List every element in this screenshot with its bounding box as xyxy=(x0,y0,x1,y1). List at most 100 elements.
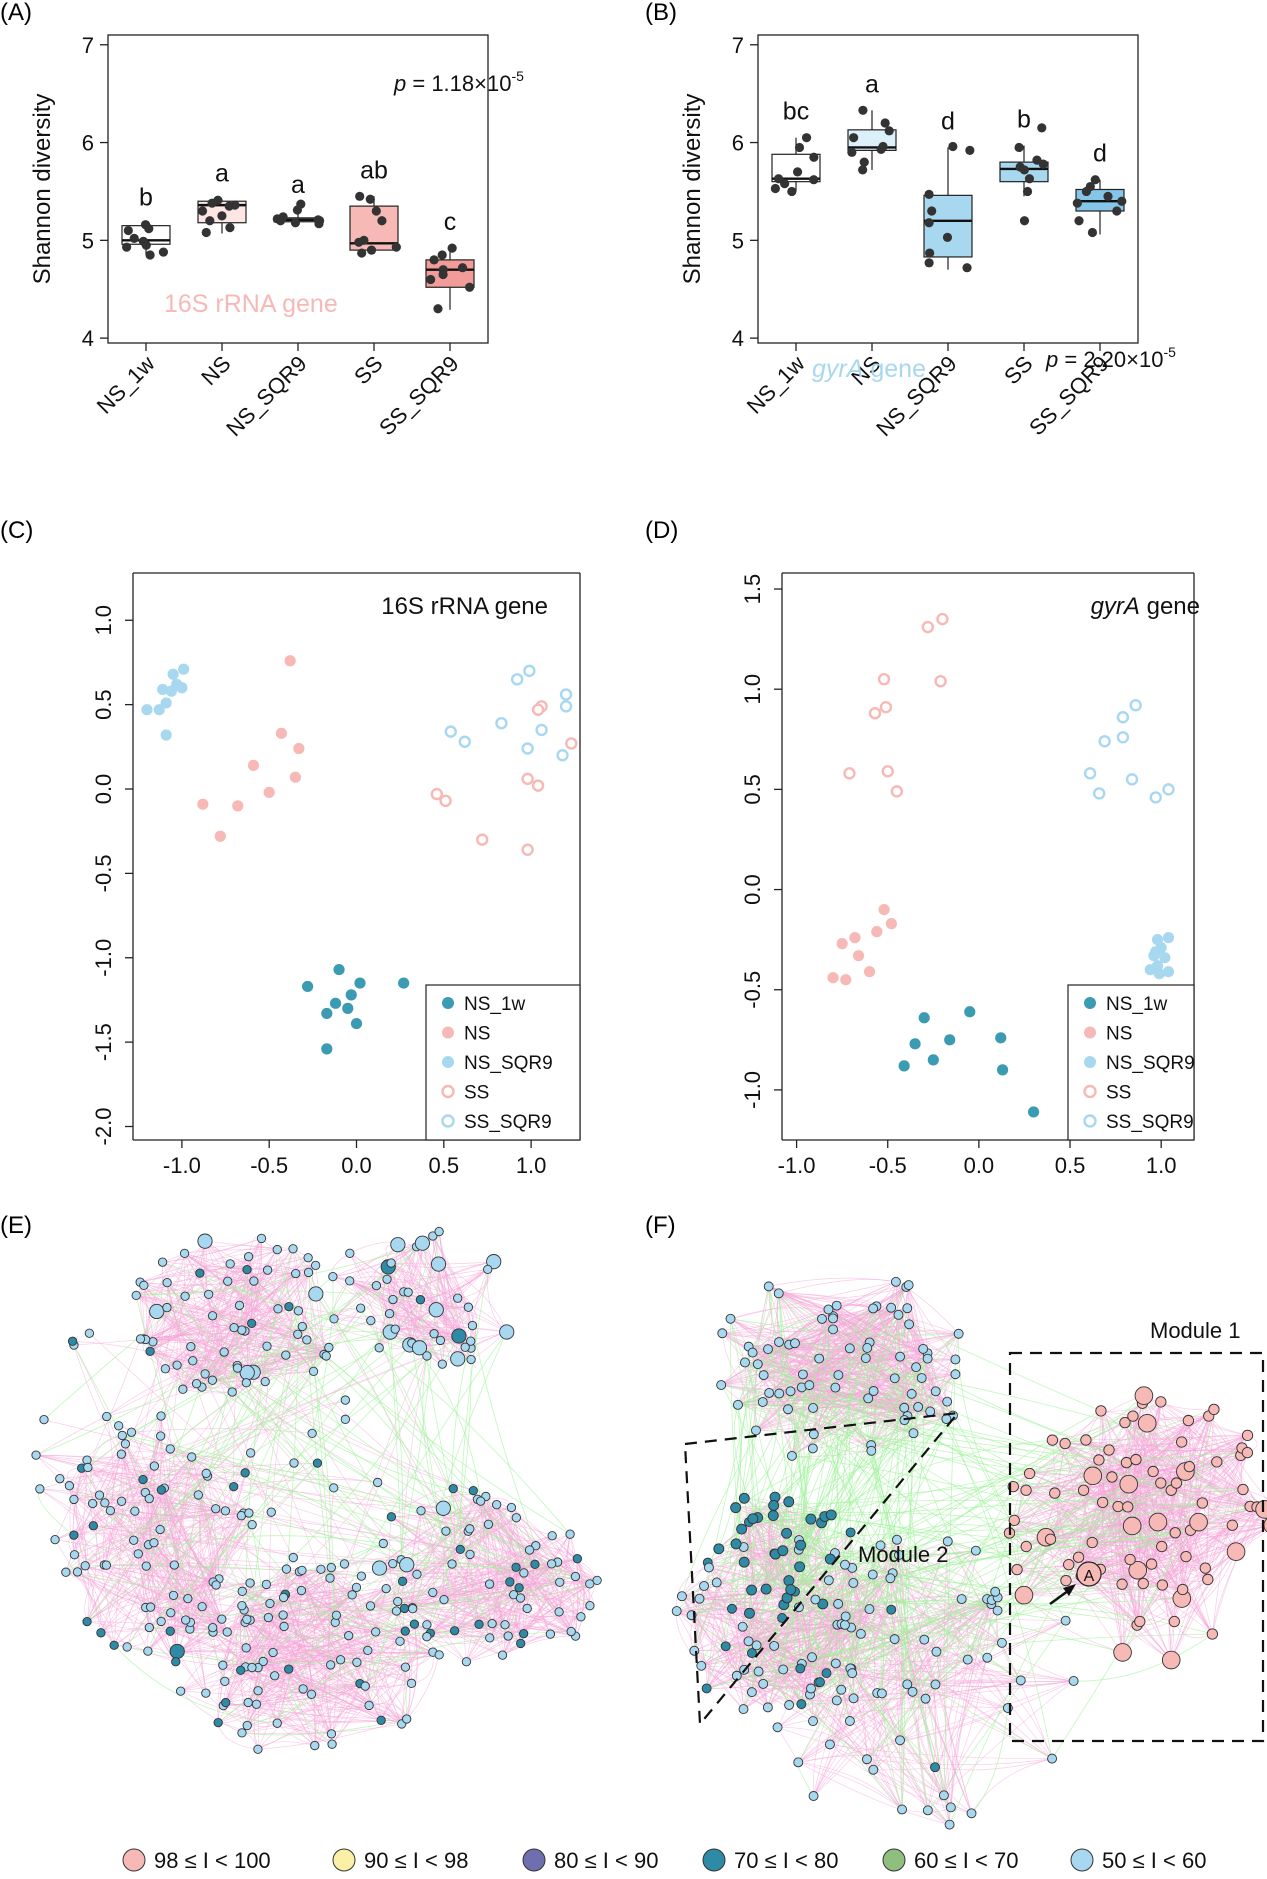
network-edge xyxy=(201,1486,235,1607)
scatter-point-ns xyxy=(849,932,861,944)
network-edge xyxy=(389,1313,507,1333)
x-tick-label: 0.0 xyxy=(964,1153,995,1178)
network-node xyxy=(289,1458,299,1468)
network-edge-negative xyxy=(166,1307,418,1575)
network-edge xyxy=(391,1516,560,1583)
network-edge xyxy=(693,1585,705,1651)
network-edge xyxy=(832,1316,844,1388)
network-edge xyxy=(165,1253,186,1369)
network-node xyxy=(497,1650,508,1660)
network-node xyxy=(511,1513,521,1523)
data-point xyxy=(377,216,387,226)
network-edge-negative xyxy=(297,1334,515,1595)
scatter-point-ns_sqr9 xyxy=(1150,946,1162,958)
network-node xyxy=(435,1335,446,1346)
significance-letter: a xyxy=(865,70,879,98)
legend-marker xyxy=(1084,1026,1096,1039)
network-node xyxy=(411,1340,428,1356)
network-edge xyxy=(314,1651,434,1746)
network-edge xyxy=(149,1323,252,1352)
network-node xyxy=(270,1671,280,1681)
scatter-16s-rrna: -1.0 -0.5 0.0 0.5 1.0-2.0-1.5-1.0-0.50.00.51… xyxy=(91,572,581,1178)
network-node xyxy=(100,1498,110,1508)
network-edge xyxy=(331,1659,346,1734)
network-node xyxy=(297,1565,307,1576)
legend-label: SS_SQR9 xyxy=(1106,1112,1194,1133)
data-point xyxy=(292,205,303,215)
scatter-point-ns_ss xyxy=(934,674,947,688)
data-point xyxy=(129,233,139,243)
network-edge xyxy=(370,1496,487,1607)
network-edge xyxy=(204,1240,278,1250)
network-edge xyxy=(370,1605,576,1637)
network-edge xyxy=(225,1631,376,1703)
y-tick-label: 0.0 xyxy=(740,874,765,905)
data-point xyxy=(123,225,133,236)
network-edge-negative xyxy=(133,1246,417,1541)
network-node xyxy=(327,1739,337,1749)
network-node xyxy=(211,1580,221,1590)
network-node xyxy=(35,1484,45,1494)
network-node xyxy=(399,1557,415,1573)
data-point xyxy=(365,194,375,204)
data-point xyxy=(884,126,894,136)
x-tick-label: NS_SQR9 xyxy=(221,351,311,441)
network-node xyxy=(466,1336,476,1346)
network-node xyxy=(363,1645,373,1656)
network-edge xyxy=(217,1722,258,1750)
data-point xyxy=(780,179,790,189)
network-node xyxy=(94,1490,105,1500)
network-edge xyxy=(295,1273,325,1355)
network-node xyxy=(234,1300,245,1311)
data-point xyxy=(158,247,169,257)
network-node xyxy=(486,1254,502,1270)
network-node xyxy=(328,1271,338,1282)
network-node xyxy=(386,1512,397,1522)
network-node xyxy=(208,1622,218,1633)
network-edge-negative xyxy=(149,1342,413,1628)
network-node xyxy=(165,1626,175,1636)
network-node xyxy=(340,1395,351,1405)
network-node xyxy=(227,1387,237,1397)
data-point xyxy=(144,224,154,234)
network-node xyxy=(345,1276,355,1286)
network-node xyxy=(516,1638,526,1649)
network-node xyxy=(220,1506,231,1516)
legend-marker xyxy=(441,1084,455,1099)
network-edge xyxy=(370,1581,510,1607)
scatter-point-ns xyxy=(284,655,296,667)
network-edge xyxy=(748,1346,908,1417)
network-edge xyxy=(466,1561,558,1662)
network-node xyxy=(415,1295,426,1305)
data-point xyxy=(859,157,869,167)
network-node xyxy=(183,1593,193,1604)
network-node xyxy=(144,1622,154,1633)
network-node xyxy=(219,1347,229,1357)
significance-letter: ab xyxy=(360,156,388,184)
network-node xyxy=(397,1576,408,1586)
scatter-point-ss_sqr9 xyxy=(523,664,536,678)
network-edge xyxy=(285,1593,440,1656)
network-node xyxy=(31,1450,41,1460)
network-node xyxy=(461,1657,472,1667)
significance-letter: a xyxy=(215,159,229,187)
network-node xyxy=(347,1590,357,1600)
network-node xyxy=(197,1233,213,1249)
network-node xyxy=(505,1577,515,1587)
network-edge-negative xyxy=(325,1355,571,1535)
network-edge xyxy=(311,1666,406,1695)
network-edge-negative xyxy=(276,1249,392,1518)
network-node xyxy=(293,1306,304,1316)
network-node xyxy=(312,1458,323,1468)
scatter-point-ss_sqr9 xyxy=(1098,735,1111,748)
data-point xyxy=(355,191,365,201)
scatter-point-ns_sqr9 xyxy=(160,697,172,709)
network-node xyxy=(149,1461,160,1471)
scatter-point-ns_1w xyxy=(354,977,366,989)
network-edge-negative xyxy=(87,1320,371,1468)
network-edge xyxy=(81,1468,177,1662)
scatter-gyra: -1.0 -0.5 0.0 0.5 1.0-1.0-0.50.00.51.01.5NS_… xyxy=(740,572,1200,1178)
network-edge xyxy=(72,1341,150,1499)
scatter-point-ns_1w xyxy=(944,1034,956,1046)
network-edge xyxy=(768,1286,922,1379)
